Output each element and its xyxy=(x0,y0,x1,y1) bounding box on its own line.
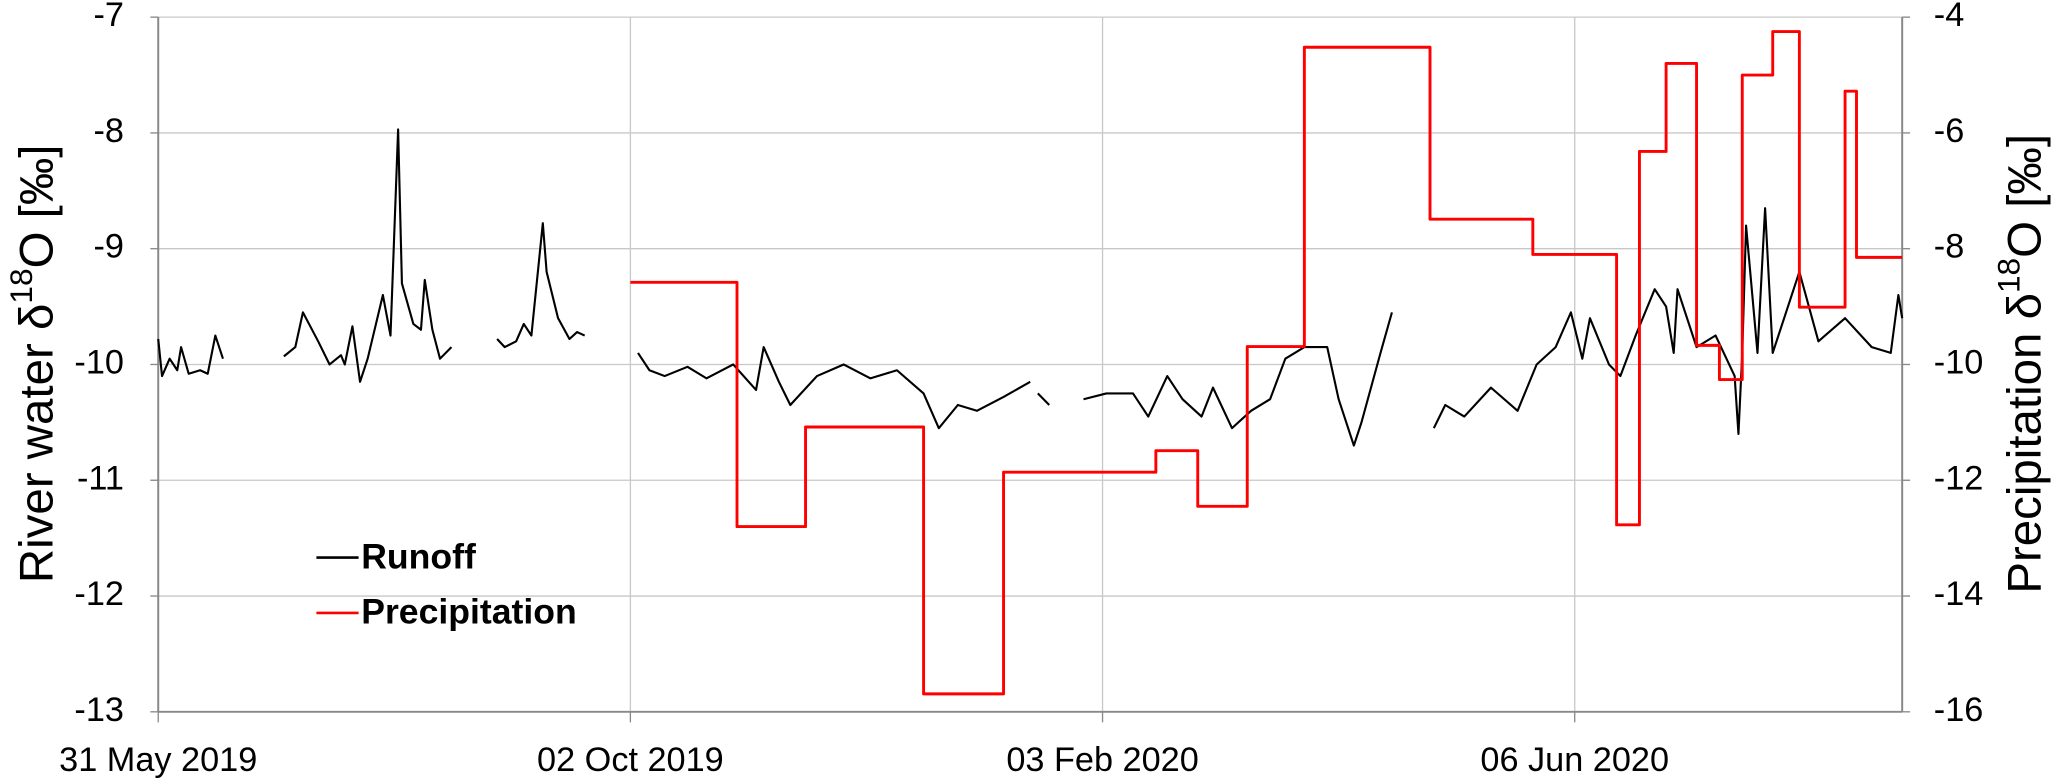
x-tick-label: 03 Feb 2020 xyxy=(1006,741,1198,779)
y2-tick-label: -6 xyxy=(1934,112,1964,150)
y2-axis-title-sup: 18 xyxy=(1991,258,2027,293)
y-axis-title-sup: 18 xyxy=(3,268,39,303)
y2-axis-title-part: O [‰] xyxy=(1998,134,2051,258)
y-tick-label: -12 xyxy=(74,575,124,613)
y-tick-label: -13 xyxy=(74,691,124,729)
y2-axis-title-part: Precipitation δ xyxy=(1998,293,2051,594)
y2-tick-label: -12 xyxy=(1934,459,1984,497)
y-tick-label: -11 xyxy=(77,459,124,497)
y2-tick-label: -10 xyxy=(1934,344,1984,382)
y-tick-label: -7 xyxy=(93,0,123,34)
data-line xyxy=(630,30,1903,696)
x-tick-label: 06 Jun 2020 xyxy=(1480,741,1669,779)
y2-tick-label: -14 xyxy=(1934,575,1984,613)
legend-label: Precipitation xyxy=(361,592,576,632)
y-axis-title-part: River water δ xyxy=(10,304,63,583)
y2-tick-label: -4 xyxy=(1934,0,1964,34)
legend-label: Runoff xyxy=(361,536,476,576)
x-tick-label: 31 May 2019 xyxy=(59,741,257,779)
y2-tick-label: -8 xyxy=(1934,228,1964,266)
y-axis-title-part: O [‰] xyxy=(10,145,63,269)
y-tick-label: -8 xyxy=(93,112,123,150)
y-tick-label: -10 xyxy=(74,344,124,382)
y2-tick-label: -16 xyxy=(1934,691,1984,729)
y-tick-label: -9 xyxy=(93,228,123,266)
y-axis-title: River water δ18O [‰] xyxy=(3,145,63,584)
y2-axis-title: Precipitation δ18O [‰] xyxy=(1991,134,2051,594)
data-line xyxy=(157,128,1904,447)
x-tick-label: 02 Oct 2019 xyxy=(537,741,724,779)
